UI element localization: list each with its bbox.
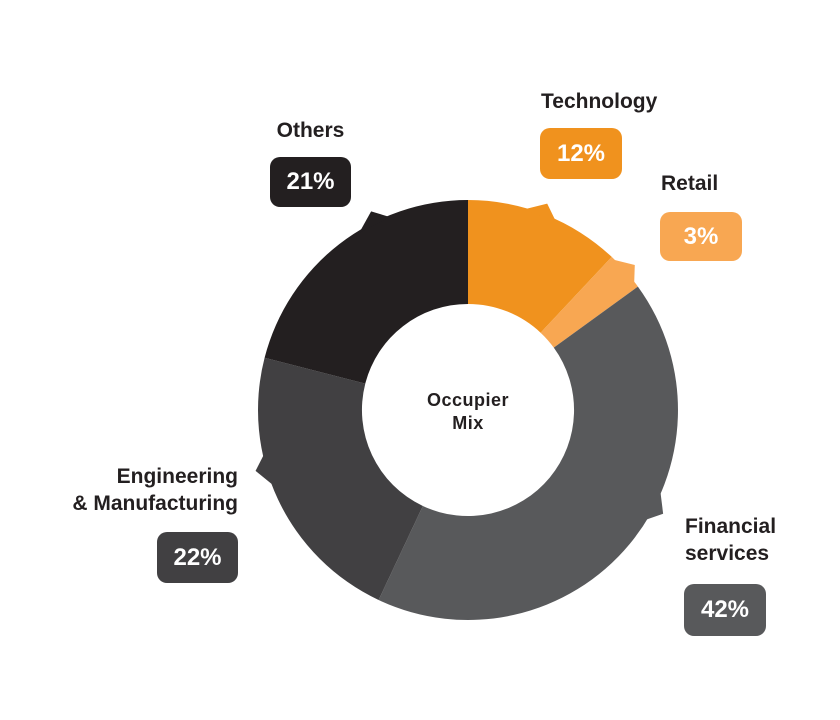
segment-pointer-engineering-manufacturing [255,453,275,487]
label-technology: Technology [541,90,658,113]
label-line: Financial [685,515,777,538]
segment-pointer-others [359,211,391,233]
badge-retail: 3% [660,212,742,261]
badge-technology: 12% [540,128,622,179]
label-financial-services: Financial services [685,513,776,567]
segment-pointer-technology [523,203,556,222]
label-line: services [685,542,770,565]
badge-financial-services: 42% [684,584,766,636]
segment-pointer-financial-services [644,489,664,521]
donut-center-label: Occupier Mix [368,389,568,435]
badge-others: 21% [270,157,351,207]
donut-segment-engineering-manufacturing [258,357,423,601]
label-others: Others [276,119,345,142]
label-line: Engineering [116,465,238,488]
donut-segment-others [264,200,468,384]
donut-segment-technology [468,200,612,333]
center-label-line1: Occupier [426,390,510,410]
badge-engineering-manufacturing: 22% [157,532,238,583]
label-engineering-manufacturing: Engineering & Manufacturing [18,463,238,517]
label-line: & Manufacturing [72,492,238,515]
donut-segment-financial-services [378,286,678,620]
donut-segment-retail [540,256,638,348]
center-label-line2: Mix [452,413,484,433]
label-retail: Retail [661,172,719,195]
segment-pointer-retail [611,259,635,285]
